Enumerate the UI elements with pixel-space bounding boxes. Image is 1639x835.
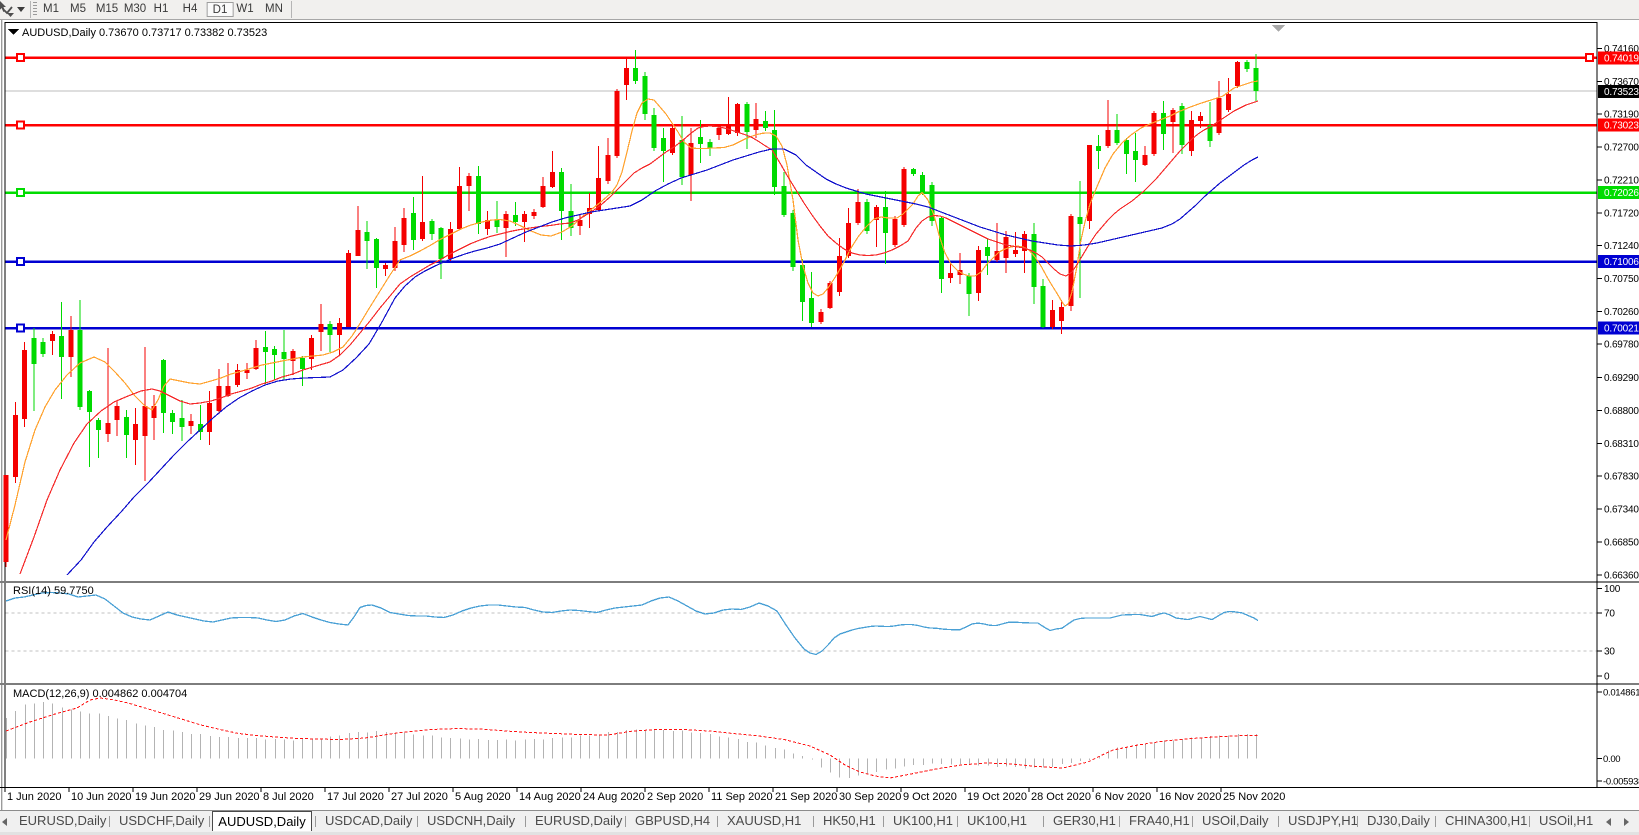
svg-text:0: 0 [1604,672,1610,683]
svg-text:0.66850: 0.66850 [1604,538,1639,549]
svg-text:0.00: 0.00 [1603,754,1620,765]
svg-text:0.67830: 0.67830 [1604,471,1639,482]
svg-text:5 Aug 2020: 5 Aug 2020 [455,791,511,803]
svg-text:0.70750: 0.70750 [1604,274,1639,285]
svg-text:0.69780: 0.69780 [1604,340,1639,351]
svg-text:0.71006: 0.71006 [1604,257,1639,268]
svg-text:27 Jul 2020: 27 Jul 2020 [391,791,448,803]
svg-text:RSI(14) 59.7750: RSI(14) 59.7750 [13,585,94,597]
svg-text:0.74160: 0.74160 [1604,44,1639,55]
svg-text:0.72210: 0.72210 [1604,176,1639,187]
svg-text:0.69290: 0.69290 [1604,373,1639,384]
svg-text:0.70021: 0.70021 [1604,324,1639,335]
svg-text:2 Sep 2020: 2 Sep 2020 [647,791,703,803]
svg-text:-0.005938: -0.005938 [1603,777,1639,788]
svg-text:6 Nov 2020: 6 Nov 2020 [1095,791,1151,803]
svg-text:0.71240: 0.71240 [1604,241,1639,252]
svg-text:11 Sep 2020: 11 Sep 2020 [711,791,773,803]
svg-text:8 Jul 2020: 8 Jul 2020 [263,791,314,803]
svg-text:10 Jun 2020: 10 Jun 2020 [71,791,132,803]
svg-text:0.68310: 0.68310 [1604,439,1639,450]
svg-text:70: 70 [1604,609,1615,620]
svg-text:0.73670: 0.73670 [1604,77,1639,88]
svg-text:19 Jun 2020: 19 Jun 2020 [135,791,196,803]
svg-text:0.73190: 0.73190 [1604,109,1639,120]
svg-text:0.014861: 0.014861 [1603,688,1639,699]
svg-text:0.73023: 0.73023 [1604,121,1639,132]
svg-text:0.70260: 0.70260 [1604,307,1639,318]
svg-text:9 Oct 2020: 9 Oct 2020 [903,791,957,803]
svg-text:28 Oct 2020: 28 Oct 2020 [1031,791,1091,803]
svg-text:MACD(12,26,9) 0.004862 0.00470: MACD(12,26,9) 0.004862 0.004704 [13,688,187,700]
svg-text:30: 30 [1604,647,1615,658]
svg-text:0.68800: 0.68800 [1604,406,1639,417]
svg-text:14 Aug 2020: 14 Aug 2020 [519,791,581,803]
svg-text:19 Oct 2020: 19 Oct 2020 [967,791,1027,803]
svg-text:0.67340: 0.67340 [1604,505,1639,516]
svg-text:0.74019: 0.74019 [1604,53,1639,64]
svg-text:100: 100 [1604,584,1621,595]
svg-text:30 Sep 2020: 30 Sep 2020 [839,791,901,803]
svg-text:0.71720: 0.71720 [1604,209,1639,220]
svg-text:0.72026: 0.72026 [1604,188,1639,199]
svg-text:16 Nov 2020: 16 Nov 2020 [1159,791,1221,803]
svg-text:0.72700: 0.72700 [1604,142,1639,153]
svg-text:17 Jul 2020: 17 Jul 2020 [327,791,384,803]
svg-text:21 Sep 2020: 21 Sep 2020 [775,791,837,803]
svg-text:29 Jun 2020: 29 Jun 2020 [199,791,260,803]
svg-text:0.73523: 0.73523 [1604,87,1639,98]
svg-text:1 Jun 2020: 1 Jun 2020 [7,791,61,803]
svg-text:0.66360: 0.66360 [1604,571,1639,582]
svg-text:25 Nov 2020: 25 Nov 2020 [1223,791,1285,803]
svg-text:AUDUSD,Daily 0.73670 0.73717: AUDUSD,Daily 0.73670 0.73717 0.73382 0.7… [22,27,267,39]
svg-text:24 Aug 2020: 24 Aug 2020 [583,791,645,803]
